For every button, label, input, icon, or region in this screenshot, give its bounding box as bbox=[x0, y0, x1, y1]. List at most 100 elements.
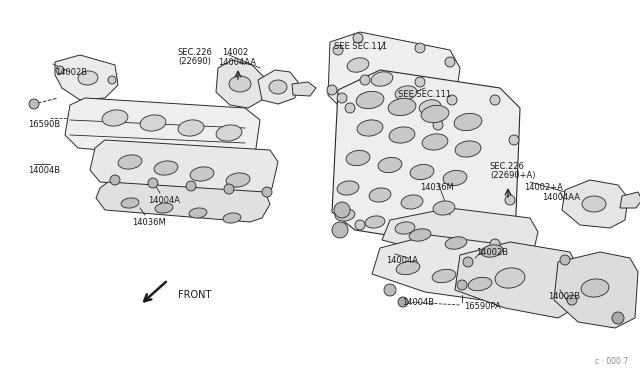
Ellipse shape bbox=[357, 120, 383, 136]
Circle shape bbox=[224, 184, 234, 194]
Ellipse shape bbox=[371, 72, 393, 86]
Circle shape bbox=[490, 239, 500, 249]
Polygon shape bbox=[96, 182, 270, 222]
Polygon shape bbox=[332, 70, 520, 252]
Ellipse shape bbox=[378, 157, 402, 173]
Circle shape bbox=[334, 202, 350, 218]
Ellipse shape bbox=[223, 213, 241, 223]
Text: SEE SEC.111: SEE SEC.111 bbox=[398, 90, 451, 99]
Ellipse shape bbox=[216, 125, 242, 141]
Ellipse shape bbox=[422, 134, 448, 150]
Text: 14002+A: 14002+A bbox=[524, 183, 563, 192]
Circle shape bbox=[505, 195, 515, 205]
Ellipse shape bbox=[347, 58, 369, 72]
Circle shape bbox=[355, 220, 365, 230]
Text: FRONT: FRONT bbox=[178, 290, 211, 300]
Text: (22690): (22690) bbox=[178, 57, 211, 66]
Circle shape bbox=[333, 45, 343, 55]
Ellipse shape bbox=[455, 141, 481, 157]
Ellipse shape bbox=[154, 161, 178, 175]
Text: 16590B: 16590B bbox=[28, 120, 60, 129]
Ellipse shape bbox=[454, 113, 482, 131]
Ellipse shape bbox=[389, 127, 415, 143]
Text: 14002: 14002 bbox=[222, 48, 248, 57]
Circle shape bbox=[398, 297, 408, 307]
Ellipse shape bbox=[495, 268, 525, 288]
Circle shape bbox=[447, 95, 457, 105]
Ellipse shape bbox=[118, 155, 142, 169]
Ellipse shape bbox=[433, 201, 455, 215]
Circle shape bbox=[148, 178, 158, 188]
Ellipse shape bbox=[102, 110, 128, 126]
Ellipse shape bbox=[395, 86, 417, 100]
Text: SEC.226: SEC.226 bbox=[178, 48, 213, 57]
Text: 14036M: 14036M bbox=[132, 218, 166, 227]
Ellipse shape bbox=[78, 71, 98, 85]
Ellipse shape bbox=[581, 279, 609, 297]
Polygon shape bbox=[328, 32, 460, 132]
Ellipse shape bbox=[432, 269, 456, 283]
Polygon shape bbox=[620, 192, 640, 208]
Circle shape bbox=[108, 76, 116, 84]
Ellipse shape bbox=[409, 229, 431, 241]
Text: 14036M: 14036M bbox=[420, 183, 454, 192]
Circle shape bbox=[490, 95, 500, 105]
Text: (22690+A): (22690+A) bbox=[490, 171, 536, 180]
Polygon shape bbox=[382, 208, 538, 265]
Text: SEE SEC.111: SEE SEC.111 bbox=[334, 42, 387, 51]
Ellipse shape bbox=[419, 100, 441, 114]
Ellipse shape bbox=[346, 150, 370, 166]
Ellipse shape bbox=[481, 245, 503, 257]
Polygon shape bbox=[65, 98, 260, 162]
Text: 14002B: 14002B bbox=[55, 68, 87, 77]
Ellipse shape bbox=[335, 209, 355, 221]
Polygon shape bbox=[90, 140, 278, 195]
Ellipse shape bbox=[443, 170, 467, 186]
Circle shape bbox=[415, 77, 425, 87]
Ellipse shape bbox=[396, 261, 420, 275]
Circle shape bbox=[457, 280, 467, 290]
Circle shape bbox=[345, 103, 355, 113]
Ellipse shape bbox=[468, 277, 492, 291]
Text: 16590PA: 16590PA bbox=[464, 302, 500, 311]
Polygon shape bbox=[292, 82, 316, 96]
Circle shape bbox=[384, 284, 396, 296]
Text: 14002B: 14002B bbox=[548, 292, 580, 301]
Text: 14004A: 14004A bbox=[386, 256, 418, 265]
Circle shape bbox=[353, 33, 363, 43]
Ellipse shape bbox=[121, 198, 139, 208]
Ellipse shape bbox=[140, 115, 166, 131]
Ellipse shape bbox=[395, 222, 415, 234]
Ellipse shape bbox=[582, 196, 606, 212]
Polygon shape bbox=[372, 235, 540, 305]
Circle shape bbox=[29, 99, 39, 109]
Ellipse shape bbox=[356, 92, 384, 109]
Circle shape bbox=[360, 75, 370, 85]
Text: 14004B: 14004B bbox=[402, 298, 434, 307]
Circle shape bbox=[415, 43, 425, 53]
Ellipse shape bbox=[155, 203, 173, 213]
Circle shape bbox=[110, 175, 120, 185]
Polygon shape bbox=[455, 242, 578, 318]
Polygon shape bbox=[55, 55, 118, 100]
Circle shape bbox=[56, 66, 64, 74]
Polygon shape bbox=[562, 180, 628, 228]
Circle shape bbox=[567, 295, 577, 305]
Circle shape bbox=[332, 222, 348, 238]
Circle shape bbox=[327, 85, 337, 95]
Polygon shape bbox=[554, 252, 638, 328]
Ellipse shape bbox=[369, 188, 391, 202]
Circle shape bbox=[509, 135, 519, 145]
Circle shape bbox=[433, 120, 443, 130]
Polygon shape bbox=[258, 70, 298, 104]
Text: c · 000 7: c · 000 7 bbox=[595, 357, 628, 366]
Ellipse shape bbox=[189, 208, 207, 218]
Ellipse shape bbox=[226, 173, 250, 187]
Ellipse shape bbox=[410, 164, 434, 180]
Ellipse shape bbox=[421, 105, 449, 123]
Ellipse shape bbox=[388, 98, 416, 116]
Text: 14004B: 14004B bbox=[28, 166, 60, 175]
Ellipse shape bbox=[190, 167, 214, 181]
Ellipse shape bbox=[178, 120, 204, 136]
Circle shape bbox=[445, 57, 455, 67]
